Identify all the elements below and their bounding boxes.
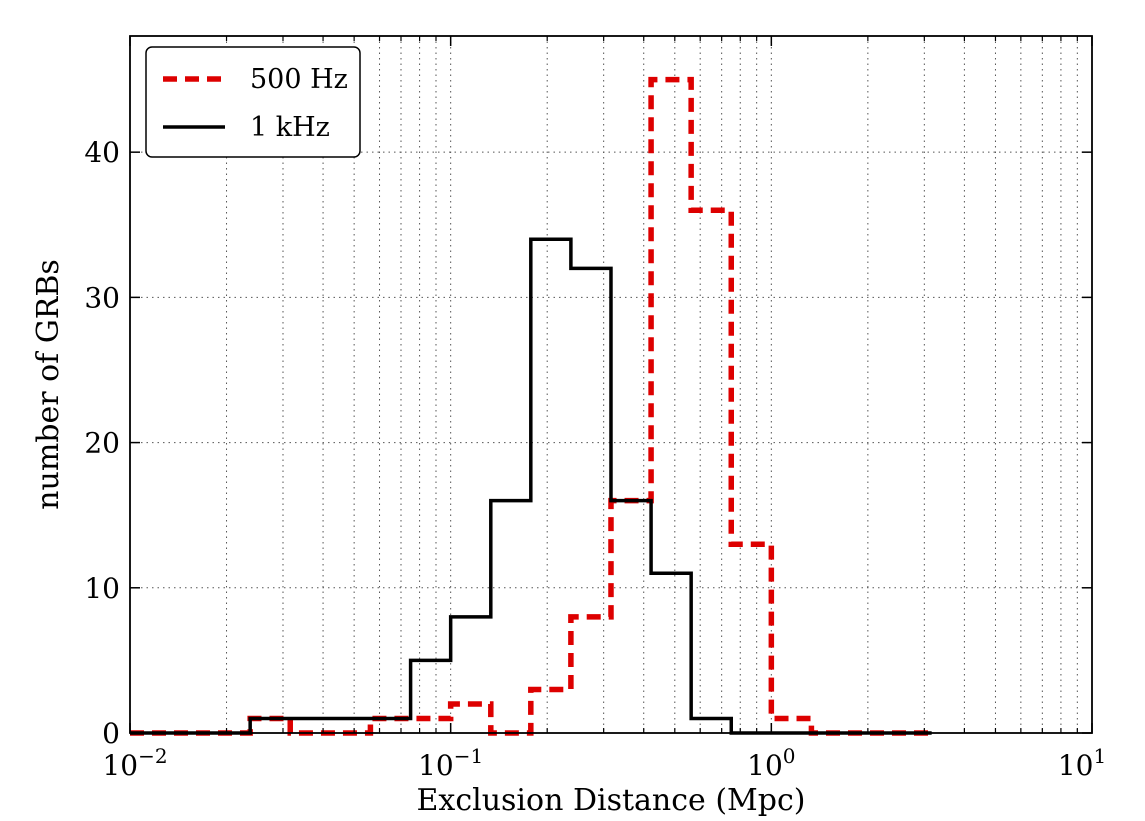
legend: 500 Hz 1 kHz — [145, 46, 361, 158]
legend-label: 500 Hz — [250, 64, 348, 95]
legend-label: 1 kHz — [250, 112, 330, 143]
y-tick-label: 30 — [84, 281, 120, 314]
y-axis-label: number of GRBs — [31, 259, 66, 510]
y-tick-label: 0 — [102, 717, 120, 750]
y-tick-label: 10 — [84, 572, 120, 605]
x-tick-label: 10−1 — [418, 744, 483, 782]
x-tick-label: 101 — [1058, 744, 1106, 782]
legend-box — [145, 46, 361, 158]
x-axis-label: Exclusion Distance (Mpc) — [417, 783, 806, 818]
x-tick-label: 100 — [747, 744, 795, 782]
y-tick-label: 20 — [84, 427, 120, 460]
x-tick-label: 10−2 — [102, 744, 167, 782]
series-second-line — [130, 237, 932, 735]
plot-frame — [129, 35, 1093, 734]
series-layer — [130, 76, 932, 736]
series-first-line — [130, 76, 932, 736]
y-tick-label: 40 — [84, 136, 120, 169]
